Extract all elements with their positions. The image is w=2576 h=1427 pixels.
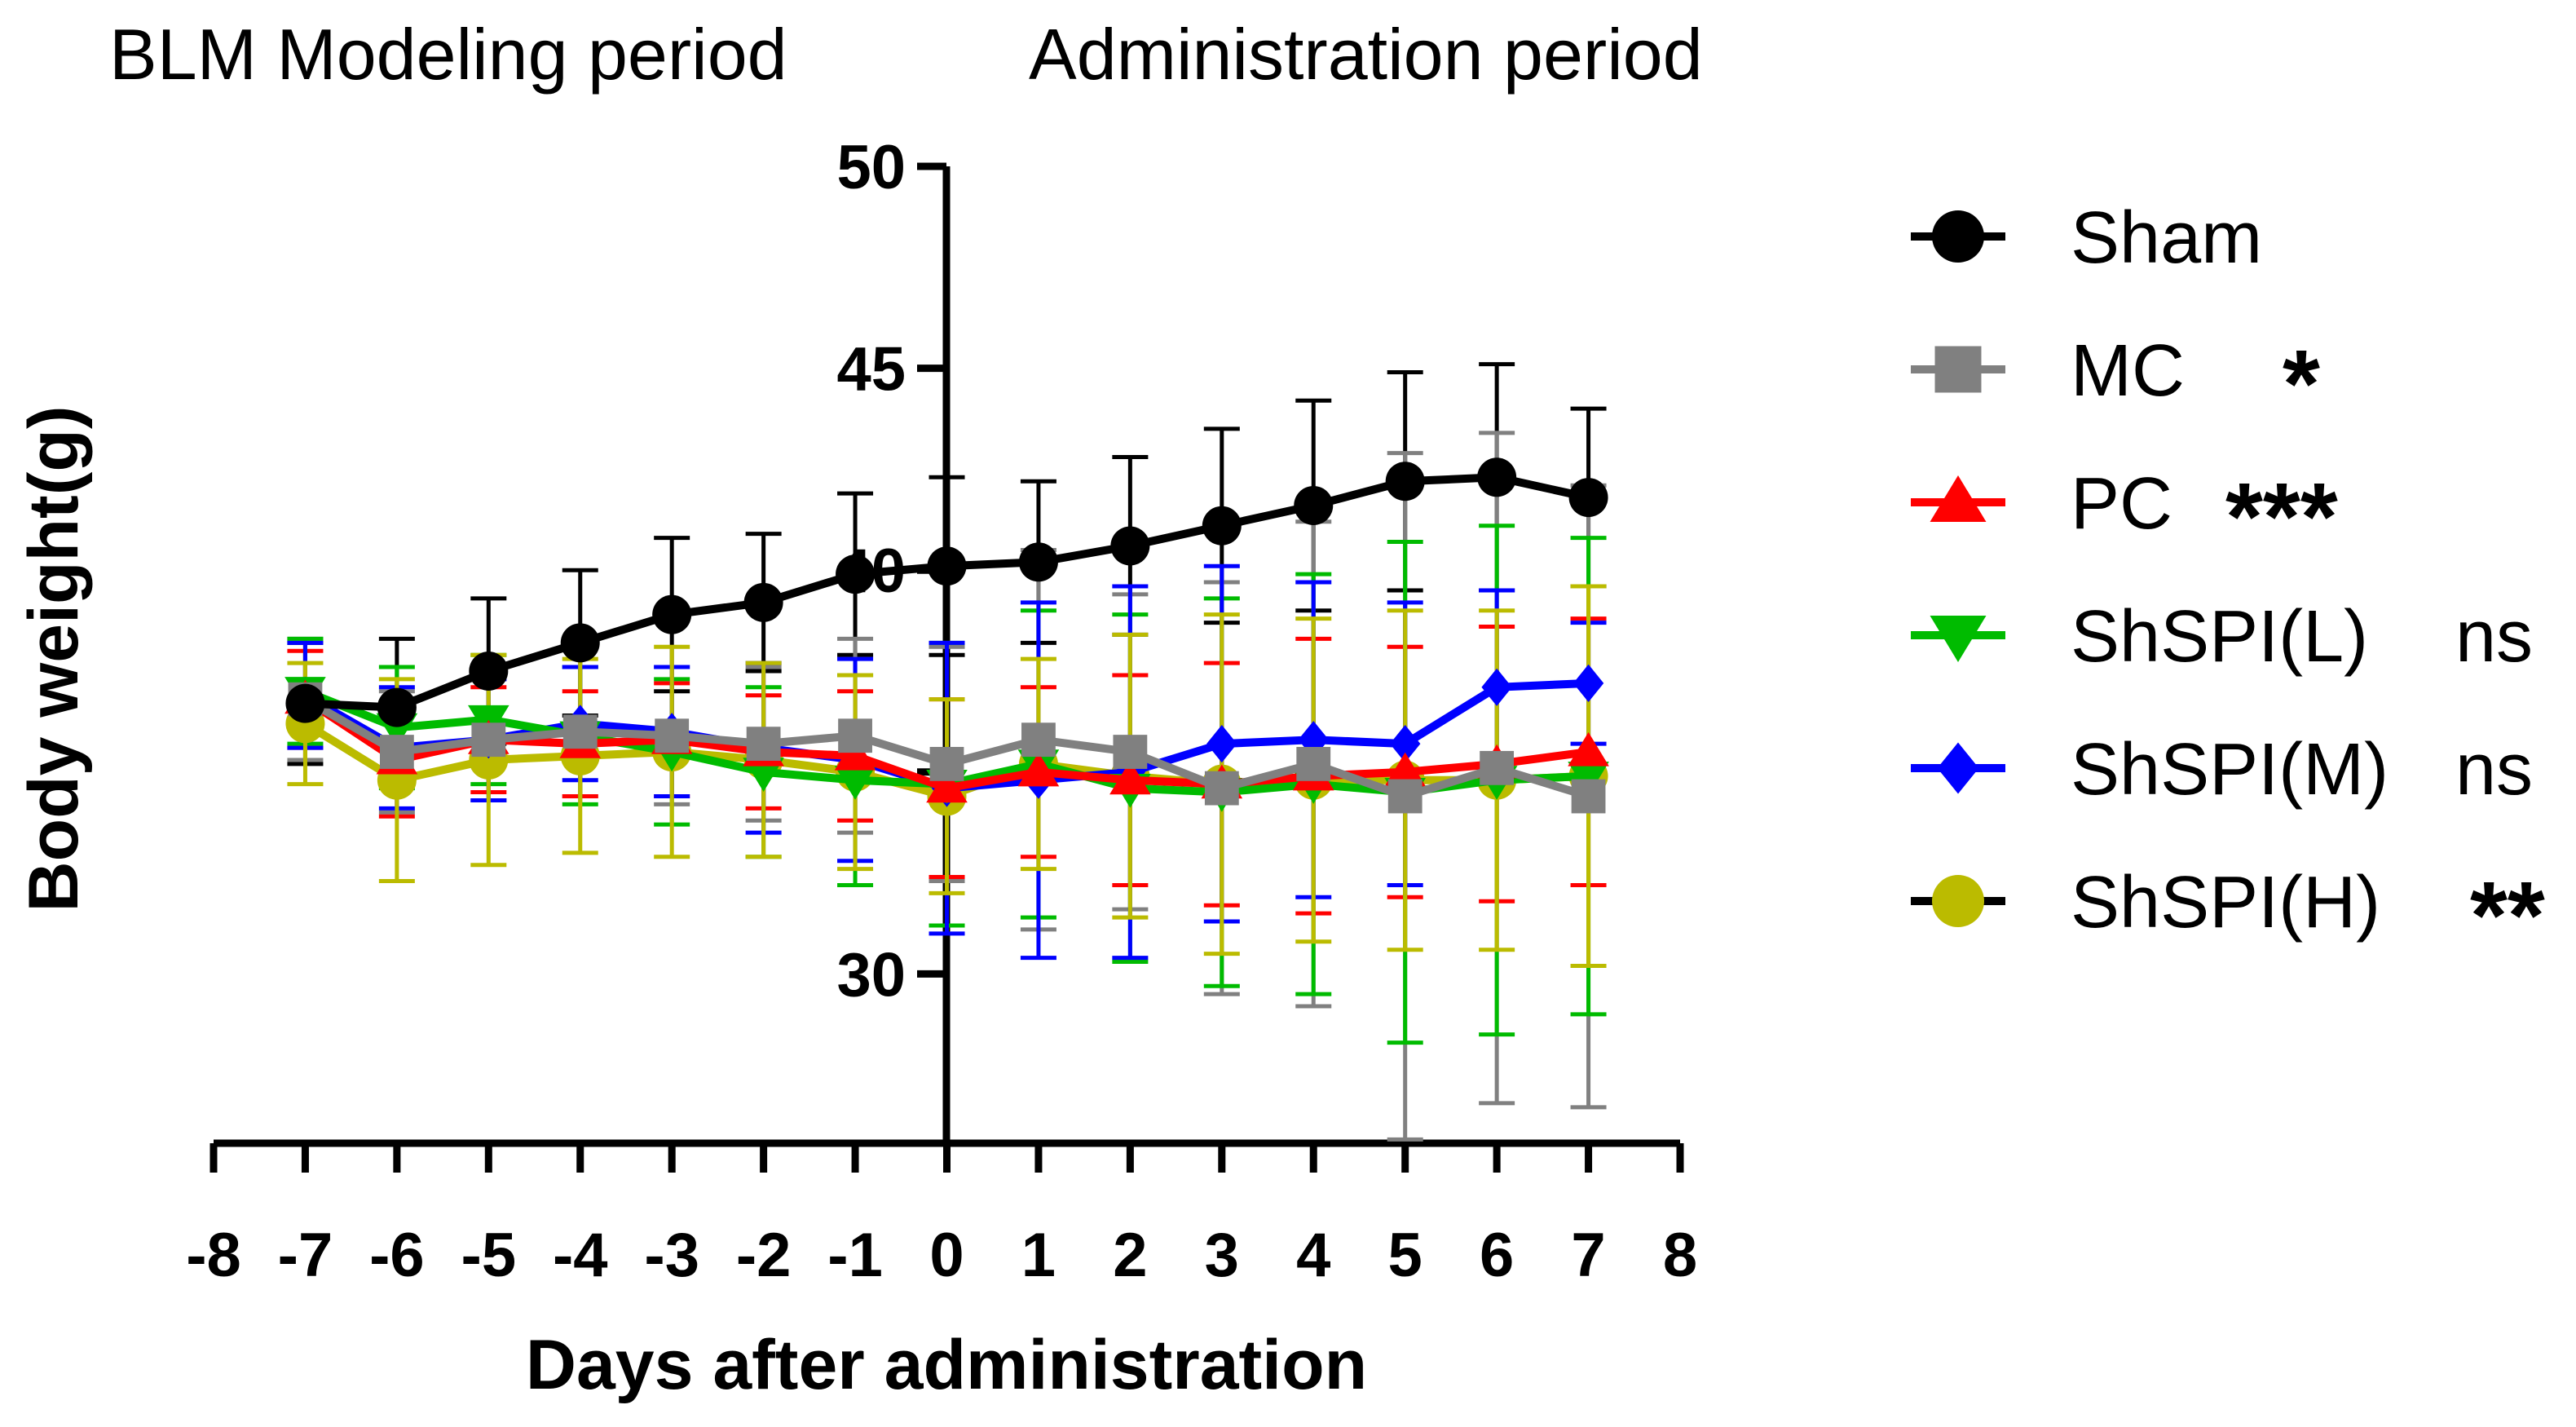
legend-label: ShSPI(M) (2071, 729, 2389, 811)
x-tick-label: -3 (644, 1221, 699, 1290)
legend-marker (1932, 875, 1984, 927)
data-point (1021, 722, 1056, 758)
data-point (1204, 771, 1239, 806)
legend-label: ShSPI(H) (2071, 862, 2380, 943)
data-point (743, 758, 784, 792)
series-sham (285, 457, 1608, 727)
y-tick-label: 50 (836, 133, 906, 202)
legend-label: PC (2071, 463, 2172, 545)
data-point (926, 768, 968, 803)
data-point (562, 714, 598, 749)
data-point (1110, 526, 1150, 566)
data-point (1477, 457, 1517, 497)
data-point (285, 683, 325, 723)
x-tick-label: -4 (553, 1221, 608, 1290)
data-point (1384, 752, 1426, 787)
y-tick-label: 45 (836, 335, 906, 404)
data-point (1017, 752, 1060, 787)
error-bar-layer (287, 362, 1607, 1142)
data-point (743, 582, 783, 622)
x-tick-label: 3 (1205, 1221, 1239, 1290)
y-axis-title: Body weight(g) (15, 405, 93, 912)
data-point (1113, 735, 1148, 769)
x-tick-label: 2 (1113, 1221, 1147, 1290)
legend-significance: ** (2470, 862, 2545, 970)
data-point (471, 722, 506, 758)
data-point (838, 718, 872, 753)
data-point (1480, 750, 1515, 785)
data-point (1202, 506, 1242, 546)
data-point (1568, 731, 1609, 767)
legend-marker (1930, 475, 1987, 522)
data-point (836, 554, 876, 594)
data-point (834, 736, 876, 771)
data-point (377, 687, 417, 727)
data-point (929, 746, 964, 781)
data-point (1389, 725, 1421, 763)
x-tick-label: 5 (1388, 1221, 1423, 1290)
data-point (834, 766, 876, 800)
legend-item: ShSPI(L) ns (1911, 596, 2533, 678)
x-tick-label: -2 (736, 1221, 792, 1290)
legend-marker (1930, 616, 1987, 662)
data-point (1296, 746, 1331, 781)
data-point (655, 718, 690, 753)
x-tick-label: -5 (461, 1221, 517, 1290)
x-tick-label: -8 (186, 1221, 241, 1290)
legend-marker (1934, 346, 1982, 393)
legend-significance: ns (2455, 596, 2533, 678)
data-point (560, 623, 600, 663)
legend-label: MC (2071, 330, 2185, 412)
legend-significance: ns (2455, 729, 2533, 811)
y-tick-label: 30 (836, 940, 906, 1010)
data-point (1018, 542, 1058, 582)
data-point (927, 546, 967, 586)
x-tick-label: 0 (929, 1221, 964, 1290)
data-point (1571, 779, 1606, 814)
x-tick-label: -1 (827, 1221, 883, 1290)
legend-item: MC * (1911, 330, 2320, 438)
data-point (1294, 485, 1334, 525)
x-tick-label: 1 (1021, 1221, 1056, 1290)
x-tick-label: 8 (1663, 1221, 1697, 1290)
legend-marker (1937, 742, 1979, 794)
legend-label: Sham (2071, 197, 2262, 279)
x-tick-label: 7 (1571, 1221, 1605, 1290)
data-point (1573, 664, 1604, 702)
x-tick-label: 6 (1480, 1221, 1514, 1290)
legend-label: ShSPI(L) (2071, 596, 2368, 678)
period-label-administration: Administration period (1029, 14, 1703, 95)
legend-significance: *** (2225, 463, 2338, 571)
data-point (1568, 478, 1608, 518)
data-point (1109, 760, 1151, 795)
legend-item: ShSPI(H) ** (1911, 862, 2545, 970)
x-axis-title: Days after administration (526, 1326, 1367, 1404)
data-point (1206, 725, 1237, 763)
data-point (1481, 668, 1512, 706)
legend: Sham MC * PC *** ShSPI(L) ns ShSPI(M) ns ShSPI(H)… (1911, 197, 2545, 970)
legend-item: PC *** (1911, 463, 2338, 571)
data-point (746, 727, 781, 762)
period-label-modeling: BLM Modeling period (109, 14, 787, 95)
data-point (1385, 462, 1425, 501)
data-point (1568, 762, 1609, 796)
data-point (652, 594, 692, 634)
x-tick-label: 4 (1296, 1221, 1330, 1290)
x-tick-label: -6 (369, 1221, 425, 1290)
data-point (469, 652, 509, 691)
data-point (379, 735, 414, 769)
legend-item: ShSPI(M) ns (1911, 729, 2533, 811)
legend-significance: * (2283, 330, 2320, 438)
legend-marker (1932, 210, 1984, 263)
legend-item: Sham (1911, 197, 2262, 279)
x-tick-label: -7 (278, 1221, 333, 1290)
data-point (1387, 779, 1423, 814)
